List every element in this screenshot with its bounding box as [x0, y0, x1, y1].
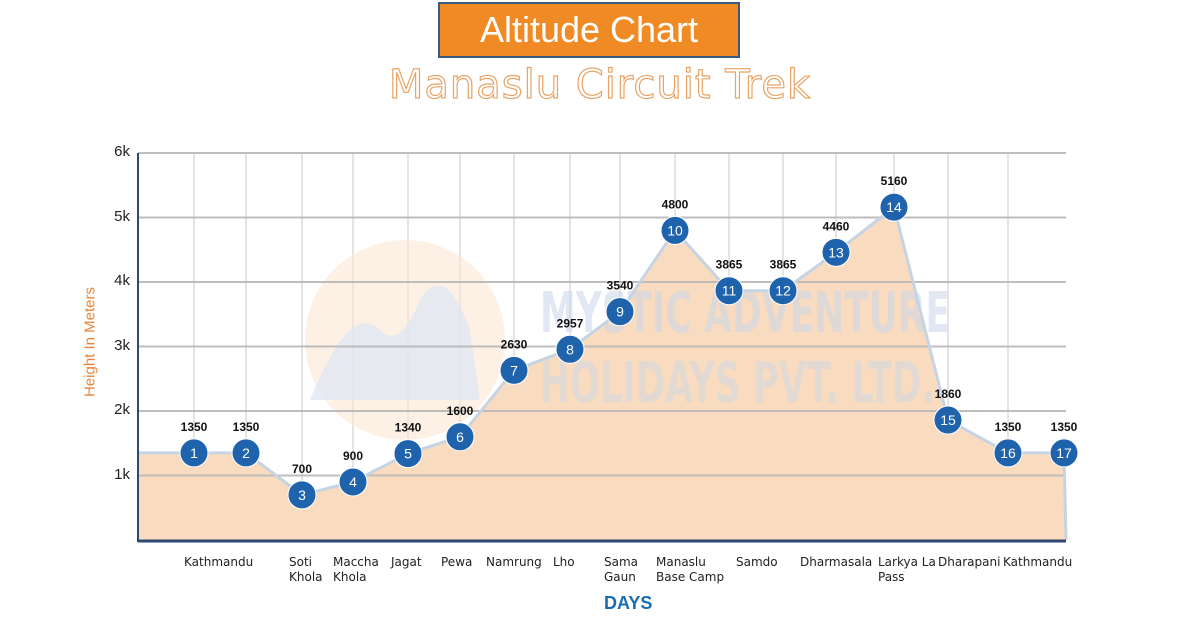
- day-marker-number: 8: [566, 341, 574, 357]
- day-marker: [1049, 438, 1079, 468]
- day-marker: [393, 439, 423, 469]
- x-axis-location-label: Lho: [553, 555, 575, 569]
- day-marker: [879, 192, 909, 222]
- day-marker: [933, 405, 963, 435]
- x-axis-location-label: Kathmandu: [1003, 555, 1073, 569]
- altitude-value-label: 4460: [823, 219, 850, 233]
- x-axis-location-label: Manaslu Base Camp: [656, 555, 725, 584]
- day-marker-number: 6: [456, 429, 464, 445]
- y-tick-label: 6k: [114, 143, 130, 160]
- altitude-value-label: 3865: [770, 258, 797, 272]
- day-marker-number: 12: [775, 283, 791, 299]
- day-marker-number: 14: [886, 199, 902, 215]
- altitude-value-label: 1350: [181, 420, 208, 434]
- day-marker-number: 4: [349, 474, 357, 490]
- y-tick-label: 4k: [114, 272, 130, 289]
- day-marker-number: 17: [1056, 445, 1072, 461]
- y-tick-label: 1k: [114, 465, 130, 483]
- x-axis-location-label: Samdo: [736, 555, 778, 569]
- day-marker-number: 3: [298, 487, 306, 503]
- x-axis-location-label: Sama Gaun: [604, 555, 639, 584]
- x-axis-location-label: Maccha Khola: [333, 555, 379, 584]
- altitude-value-label: 1600: [447, 404, 474, 418]
- chart-subtitle: Manaslu Circuit Trek: [388, 61, 812, 108]
- x-axis-location-label: Dharapani: [938, 555, 1001, 569]
- altitude-value-label: 2630: [501, 337, 528, 351]
- day-marker: [714, 276, 744, 306]
- x-axis-title: DAYS: [604, 593, 653, 613]
- altitude-value-label: 4800: [662, 197, 689, 211]
- altitude-value-label: 1350: [233, 420, 260, 434]
- chart-title: Altitude Chart: [479, 9, 699, 50]
- altitude-value-label: 2957: [557, 316, 584, 330]
- y-tick-label: 3k: [114, 336, 130, 354]
- altitude-value-label: 1860: [935, 387, 962, 401]
- x-axis-location-label: Kathmandu: [184, 555, 254, 569]
- day-marker: [445, 422, 475, 452]
- day-marker-number: 16: [1000, 445, 1016, 461]
- altitude-value-label: 700: [292, 462, 312, 476]
- x-axis-location-label: Dharmasala: [800, 555, 873, 569]
- day-marker-number: 9: [616, 304, 624, 320]
- day-marker: [768, 276, 798, 306]
- day-marker-number: 11: [722, 283, 737, 299]
- day-marker: [499, 355, 529, 385]
- altitude-value-label: 3865: [716, 258, 743, 272]
- altitude-value-label: 1350: [995, 420, 1022, 434]
- altitude-value-label: 5160: [881, 174, 908, 188]
- y-tick-label: 5k: [114, 207, 130, 225]
- chart-title-box: Altitude Chart: [438, 2, 740, 58]
- day-marker-number: 7: [510, 362, 518, 378]
- day-marker-number: 1: [190, 445, 198, 461]
- x-axis-location-label: Namrung: [486, 555, 542, 569]
- x-axis-location-label: Soti Khola: [289, 555, 323, 584]
- y-axis-title: Height In Meters: [81, 286, 99, 398]
- x-axis-location-label: Jagat: [391, 555, 422, 569]
- day-marker: [821, 237, 851, 267]
- day-marker: [555, 334, 585, 364]
- x-axis-location-label: Larkya La Pass: [878, 555, 936, 584]
- day-marker: [179, 438, 209, 468]
- day-marker: [993, 438, 1023, 468]
- y-tick-label: 2k: [114, 401, 130, 418]
- day-marker-number: 13: [828, 244, 844, 260]
- day-marker-number: 15: [940, 412, 956, 428]
- day-marker-number: 5: [404, 446, 412, 462]
- watermark-line2: HOLIDAYS PVT. LTD.: [540, 351, 935, 416]
- altitude-value-label: 900: [343, 449, 363, 463]
- altitude-value-label: 3540: [607, 279, 634, 293]
- day-marker: [338, 467, 368, 497]
- day-marker: [660, 215, 690, 245]
- altitude-area: [138, 207, 1066, 540]
- altitude-value-label: 1340: [395, 421, 422, 435]
- watermark-mountain-icon: [310, 285, 480, 400]
- day-marker-number: 10: [667, 222, 683, 238]
- day-marker: [287, 480, 317, 510]
- altitude-value-label: 1350: [1051, 420, 1078, 434]
- day-marker: [231, 438, 261, 468]
- x-axis-location-label: Pewa: [441, 555, 473, 569]
- day-marker: [605, 297, 635, 327]
- day-marker-number: 2: [242, 445, 250, 461]
